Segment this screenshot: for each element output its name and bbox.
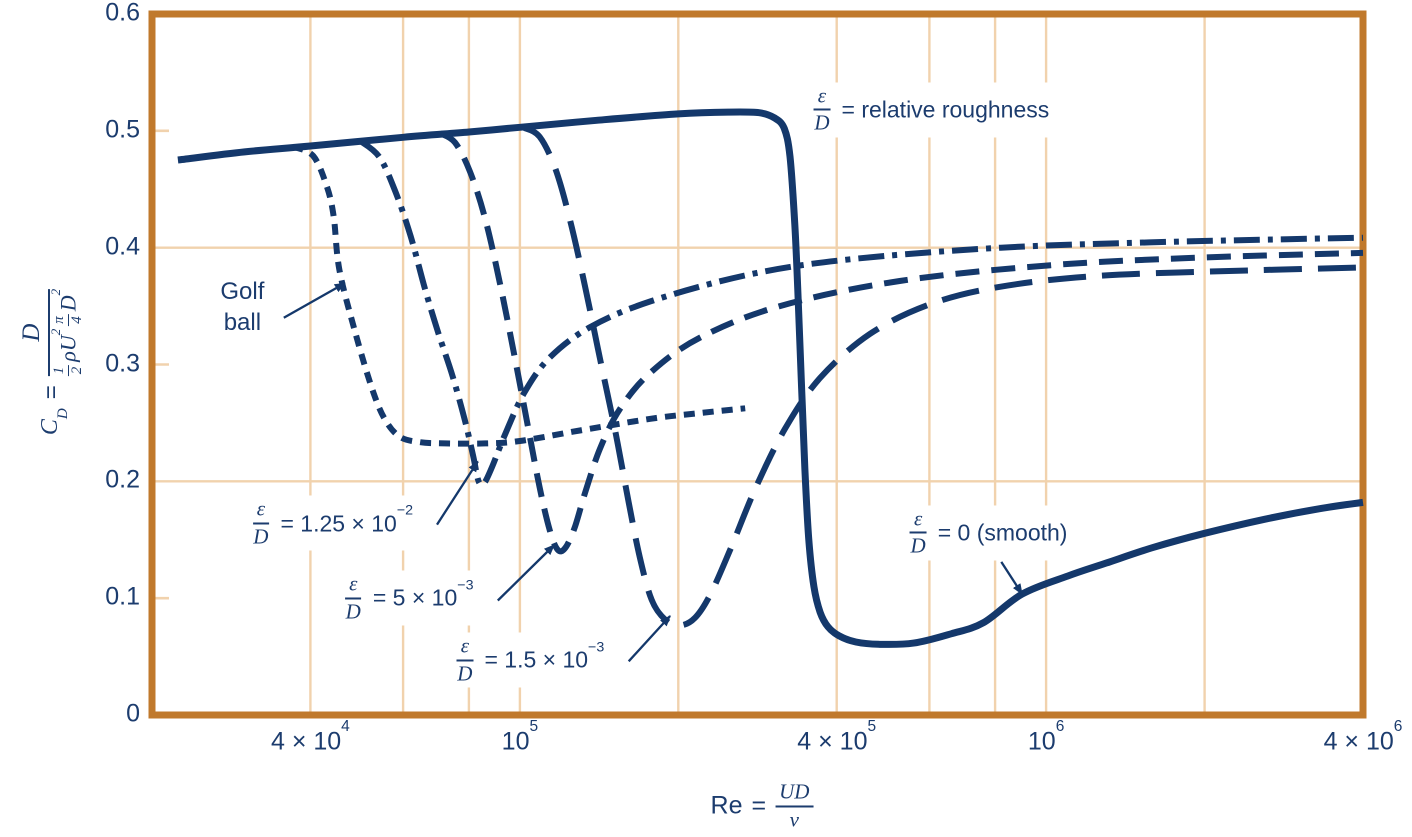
curve-rough-0015: [522, 125, 1364, 629]
x-tick-label: 106: [1027, 718, 1065, 756]
y-axis-symbol: CD: [37, 408, 71, 436]
annotation-golf-ball-label: Golf ball: [216, 274, 269, 341]
x-tick-label: 4 × 104: [270, 718, 350, 756]
x-tick-label: 4 × 106: [1323, 718, 1403, 756]
drag-force-symbol: D: [18, 288, 50, 377]
x-axis-title: Re = UD ν: [711, 780, 814, 831]
annotation-label-roughness-0015: ε D = 1.5 × 10−3: [449, 632, 609, 688]
x-tick-label: 105: [501, 718, 539, 756]
y-tick-label: 0.4: [105, 232, 140, 261]
annotation-label-roughness-005: ε D = 5 × 10−3: [337, 570, 478, 626]
curve-golf-ball: [291, 143, 746, 447]
equals-sign: =: [38, 385, 65, 400]
plot-border: [148, 10, 1367, 719]
reynolds-symbol: Re: [710, 791, 743, 820]
curve-rough-0125: [357, 137, 1364, 488]
y-tick-label: 0.3: [105, 348, 140, 377]
x-tick-label: 4 × 105: [797, 718, 877, 756]
curve-rough-005: [438, 130, 1364, 555]
y-tick-label: 0.2: [105, 465, 140, 494]
y-tick-label: 0.6: [105, 0, 140, 27]
annotation-label-roughness-0125: ε D = 1.25 × 10−2: [245, 495, 418, 551]
y-tick-label: 0.5: [105, 115, 140, 144]
ud-over-nu-fraction: UD ν: [775, 780, 814, 831]
d-squared: D2: [48, 288, 81, 312]
annotation-arrow-label-roughness-005: [496, 544, 556, 602]
annotation-label-smooth: ε D = 0 (smooth): [902, 505, 1072, 561]
y-tick-label: 0: [126, 699, 140, 728]
annotation-relative-roughness: ε D = relative roughness: [806, 82, 1054, 138]
equals-sign: =: [751, 791, 767, 820]
annotation-arrow-label-roughness-0015: [627, 615, 671, 663]
annotation-arrow-label-smooth: [1000, 561, 1024, 595]
annotation-arrow-label-roughness-0125: [436, 460, 479, 526]
curve-smooth: [177, 108, 1364, 648]
y-tick-label: 0.1: [105, 582, 140, 611]
rho-u-squared: ρU2: [48, 328, 81, 362]
annotation-arrow-golf-ball-label: [283, 282, 346, 319]
